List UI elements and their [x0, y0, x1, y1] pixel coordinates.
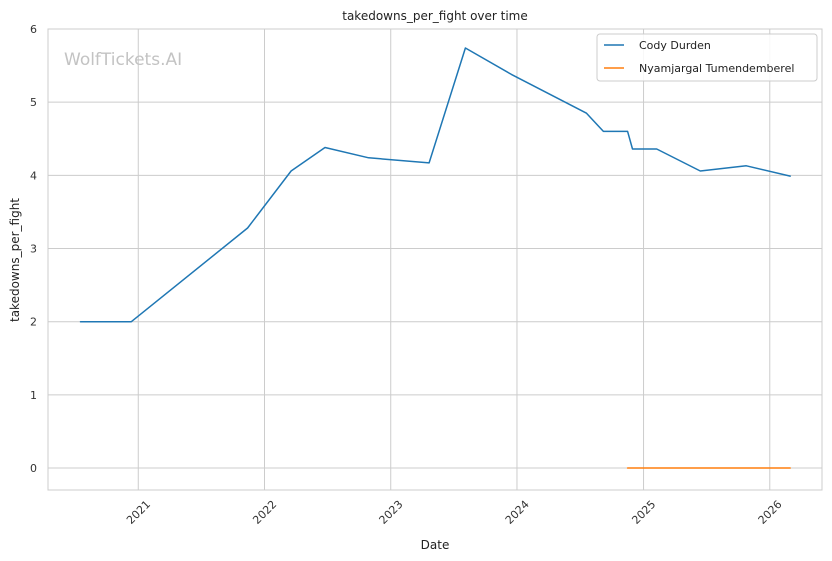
- x-tick-label: 2024: [503, 498, 532, 527]
- plot-frame: [47, 28, 823, 491]
- x-tick-labels: 2021 2022 2023 2024 2025 2026: [124, 498, 785, 527]
- legend-box: [596, 33, 818, 82]
- y-tick-label: 6: [30, 23, 37, 36]
- x-tick-label: 2025: [629, 498, 658, 527]
- y-axis-label: takedowns_per_fight: [8, 198, 22, 322]
- y-tick-label: 0: [30, 462, 37, 475]
- legend: Cody Durden Nyamjargal Tumendemberel: [596, 33, 818, 82]
- y-tick-label: 4: [30, 169, 37, 182]
- grid-lines: [48, 28, 822, 490]
- y-tick-labels: 0 1 2 3 4 5 6: [30, 23, 37, 475]
- y-tick-label: 5: [30, 96, 37, 109]
- chart-title: takedowns_per_fight over time: [342, 9, 528, 23]
- series-line-cody-durden: [79, 47, 791, 323]
- x-tick-label: 2021: [124, 498, 153, 527]
- legend-label-nyamjargal-tumendemberel: Nyamjargal Tumendemberel: [639, 62, 794, 75]
- watermark-text: WolfTickets.AI: [64, 50, 182, 70]
- x-axis-label: Date: [421, 538, 450, 552]
- x-tick-label: 2022: [250, 498, 279, 527]
- y-tick-label: 2: [30, 316, 37, 329]
- y-tick-label: 1: [30, 389, 37, 402]
- x-tick-label: 2023: [377, 498, 406, 527]
- series-layer: [79, 47, 791, 469]
- legend-label-cody-durden: Cody Durden: [639, 39, 711, 52]
- y-tick-label: 3: [30, 243, 37, 256]
- x-tick-label: 2026: [756, 498, 785, 527]
